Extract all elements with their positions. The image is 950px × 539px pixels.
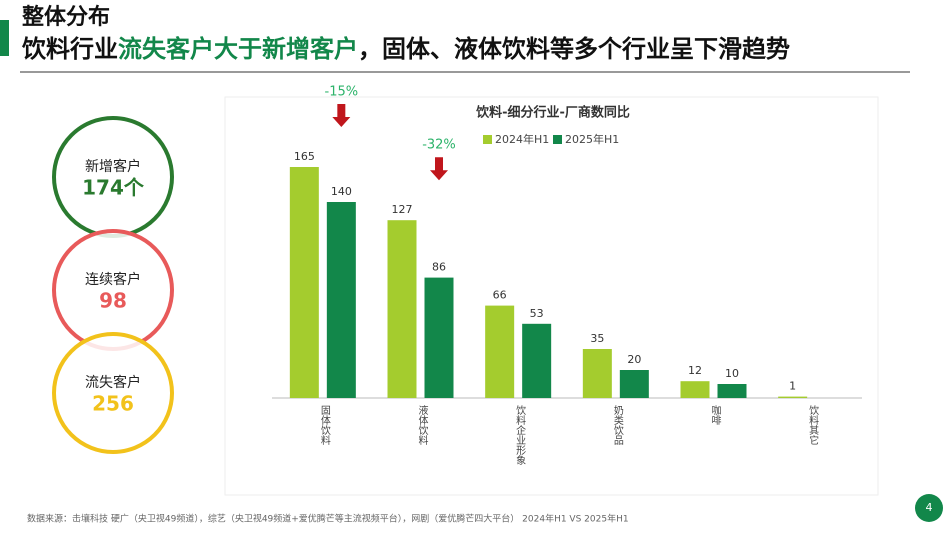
bar <box>619 370 649 398</box>
chart-title: 饮料-细分行业-厂商数同比 <box>475 105 630 121</box>
page-badge <box>915 494 943 522</box>
legend-label: 2024年H1 <box>495 132 549 146</box>
bar <box>424 277 454 398</box>
bar <box>485 305 515 398</box>
circle-label: 新增客户 <box>85 158 141 175</box>
x-tick-label: 咖啡 <box>709 405 721 425</box>
page-number: 4 <box>926 501 933 514</box>
bar <box>522 323 552 398</box>
annotation: -15% <box>325 85 359 100</box>
legend-swatch <box>483 135 492 144</box>
circle-label: 流失客户 <box>85 374 141 391</box>
down-arrow <box>430 157 448 181</box>
value-label: 140 <box>331 185 352 198</box>
bar <box>778 396 808 398</box>
value-label: 127 <box>392 203 413 216</box>
headline: 饮料行业流失客户大于新增客户，固体、液体饮料等多个行业呈下滑趋势 <box>21 35 790 63</box>
value-label: 10 <box>725 367 739 380</box>
value-label: 66 <box>493 289 507 302</box>
value-label: 86 <box>432 261 446 274</box>
accent-bar <box>0 20 9 56</box>
x-tick-label: 固体饮料 <box>318 405 330 446</box>
headline-part: ，固体、液体饮料等多个行业呈下滑趋势 <box>358 35 790 63</box>
value-label: 20 <box>627 353 641 366</box>
down-arrow <box>332 104 351 127</box>
circle-label: 连续客户 <box>85 271 141 288</box>
x-tick-label: 液体饮料 <box>416 404 428 446</box>
bar <box>582 349 612 398</box>
value-label: 53 <box>530 307 544 320</box>
circle-value: 174个 <box>82 176 145 200</box>
legend-label: 2025年H1 <box>565 132 619 146</box>
bar <box>680 381 710 398</box>
value-label: 12 <box>688 364 702 377</box>
bar <box>387 220 417 398</box>
annotation: -32% <box>422 138 456 153</box>
bar <box>326 202 356 398</box>
slide-title: 整体分布 <box>22 4 110 30</box>
x-tick-label: 饮料企业形象 <box>514 404 526 465</box>
value-label: 165 <box>294 150 315 163</box>
legend-swatch <box>553 135 562 144</box>
x-tick-label: 饮料其它 <box>807 404 819 445</box>
x-tick-label: 奶类饮品 <box>611 405 623 446</box>
value-label: 35 <box>590 332 604 345</box>
source: 数据来源：击壤科技 硬广（央卫视49频道），综艺（央卫视49频道+爱优腾芒等主流… <box>27 513 629 525</box>
headline-part: 流失客户大于新增客户 <box>118 35 358 63</box>
customer-circle <box>52 332 174 454</box>
bar <box>717 384 747 398</box>
circle-value: 98 <box>99 289 127 313</box>
headline-part: 饮料行业 <box>21 35 118 63</box>
value-label: 1 <box>789 380 796 393</box>
bar <box>289 167 319 398</box>
circle-value: 256 <box>92 392 134 416</box>
